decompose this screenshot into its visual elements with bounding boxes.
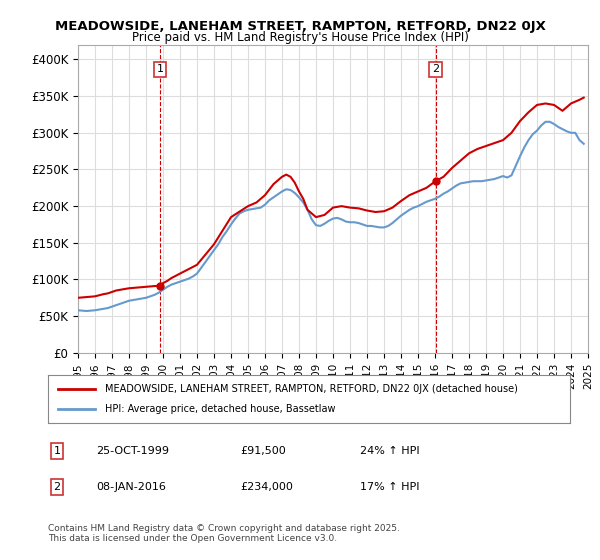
Text: 1: 1: [53, 446, 61, 456]
Text: Contains HM Land Registry data © Crown copyright and database right 2025.
This d: Contains HM Land Registry data © Crown c…: [48, 524, 400, 543]
Text: £91,500: £91,500: [240, 446, 286, 456]
Text: 2: 2: [432, 64, 439, 74]
Text: 08-JAN-2016: 08-JAN-2016: [96, 482, 166, 492]
Text: MEADOWSIDE, LANEHAM STREET, RAMPTON, RETFORD, DN22 0JX (detached house): MEADOWSIDE, LANEHAM STREET, RAMPTON, RET…: [106, 384, 518, 394]
Text: HPI: Average price, detached house, Bassetlaw: HPI: Average price, detached house, Bass…: [106, 404, 336, 414]
Text: 17% ↑ HPI: 17% ↑ HPI: [360, 482, 419, 492]
Text: MEADOWSIDE, LANEHAM STREET, RAMPTON, RETFORD, DN22 0JX: MEADOWSIDE, LANEHAM STREET, RAMPTON, RET…: [55, 20, 545, 32]
Text: Price paid vs. HM Land Registry's House Price Index (HPI): Price paid vs. HM Land Registry's House …: [131, 31, 469, 44]
Text: 24% ↑ HPI: 24% ↑ HPI: [360, 446, 419, 456]
Text: 25-OCT-1999: 25-OCT-1999: [96, 446, 169, 456]
Text: 1: 1: [157, 64, 163, 74]
Text: £234,000: £234,000: [240, 482, 293, 492]
Text: 2: 2: [53, 482, 61, 492]
